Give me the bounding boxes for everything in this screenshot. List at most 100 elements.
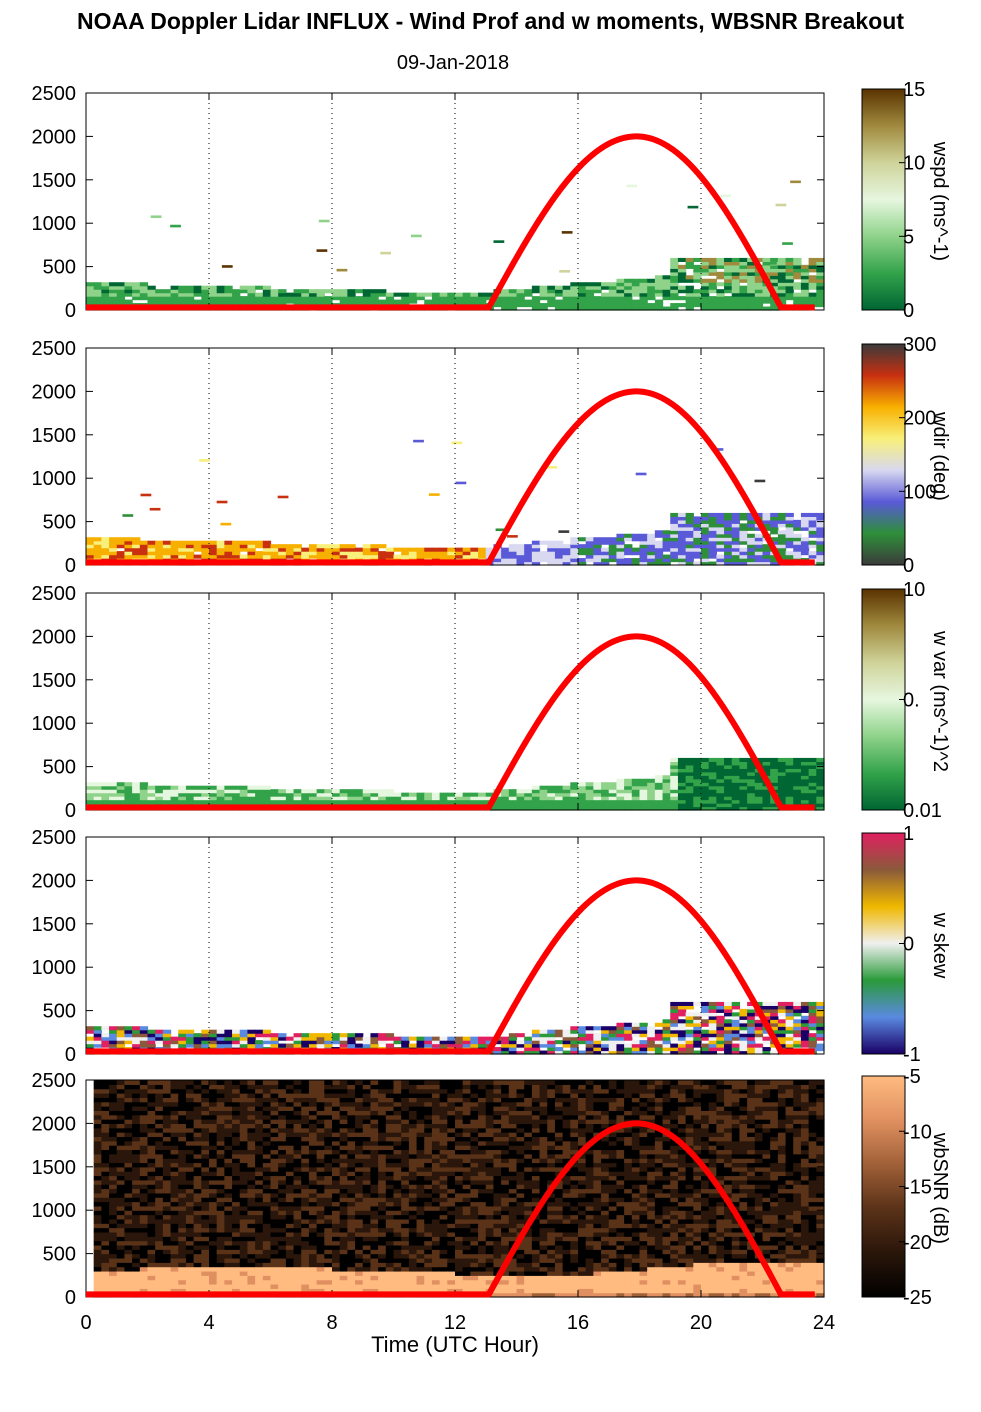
heatmap-cell bbox=[255, 1288, 264, 1294]
heatmap-cell bbox=[124, 540, 133, 545]
heatmap-cell bbox=[524, 551, 533, 556]
heatmap-cell bbox=[570, 1033, 579, 1038]
heatmap-cell bbox=[324, 1210, 333, 1216]
heatmap-cell bbox=[278, 1043, 287, 1048]
heatmap-cell bbox=[209, 1119, 218, 1124]
heatmap-cell bbox=[285, 1153, 295, 1159]
heatmap-cell bbox=[585, 558, 594, 563]
heatmap-cell bbox=[601, 547, 610, 552]
heatmap-cell bbox=[93, 1227, 102, 1233]
heatmap-cell bbox=[601, 299, 610, 304]
heatmap-cell bbox=[708, 271, 717, 276]
heatmap-cell bbox=[116, 1110, 126, 1116]
heatmap-cell bbox=[147, 299, 156, 304]
heatmap-cell bbox=[816, 1015, 825, 1020]
heatmap-cell bbox=[570, 1036, 579, 1041]
heatmap-cell bbox=[155, 1158, 164, 1164]
heatmap-cell bbox=[116, 1223, 126, 1229]
heatmap-cell bbox=[739, 530, 748, 535]
heatmap-cell bbox=[716, 561, 725, 566]
heatmap-cell bbox=[270, 789, 279, 794]
heatmap-cell bbox=[570, 289, 579, 294]
heatmap-cell bbox=[262, 285, 272, 290]
heatmap-cell bbox=[124, 1236, 133, 1242]
heatmap-cell bbox=[93, 1188, 102, 1194]
heatmap-cell bbox=[116, 1275, 126, 1281]
heatmap-cell bbox=[247, 1210, 256, 1216]
heatmap-cell bbox=[754, 1015, 764, 1020]
heatmap-cell bbox=[124, 1184, 133, 1190]
heatmap-cell bbox=[570, 1043, 579, 1048]
heatmap-cell bbox=[393, 547, 402, 552]
heatmap-cell bbox=[132, 1236, 141, 1242]
heatmap-cell bbox=[654, 1022, 664, 1027]
heatmap-cell bbox=[293, 551, 302, 556]
heatmap-cell bbox=[216, 1097, 225, 1103]
heatmap-cell bbox=[155, 1231, 164, 1237]
heatmap-cell bbox=[201, 1101, 210, 1107]
heatmap-cell bbox=[185, 1201, 195, 1207]
heatmap-cell bbox=[800, 512, 810, 517]
heatmap-cell bbox=[262, 1110, 272, 1116]
heatmap-cell bbox=[332, 1119, 341, 1124]
heatmap-cell bbox=[739, 278, 748, 283]
heatmap-cell bbox=[601, 792, 610, 797]
heatmap-cell bbox=[785, 516, 794, 521]
heatmap-cell bbox=[316, 1188, 325, 1194]
heatmap-cell bbox=[116, 1036, 126, 1041]
heatmap-cell bbox=[562, 799, 571, 804]
heatmap-cell bbox=[431, 792, 441, 797]
heatmap-cell bbox=[147, 1132, 156, 1138]
heatmap-cell bbox=[270, 1253, 279, 1259]
heatmap-cell bbox=[370, 551, 379, 556]
heatmap-cell bbox=[262, 1270, 272, 1276]
heatmap-cell bbox=[301, 1080, 310, 1085]
heatmap-cell bbox=[101, 1132, 110, 1138]
heatmap-cell bbox=[209, 1192, 218, 1198]
heatmap-cell bbox=[631, 1047, 641, 1052]
heatmap-cell bbox=[662, 275, 671, 280]
heatmap-cell bbox=[93, 1279, 102, 1285]
heatmap-cell bbox=[239, 289, 249, 294]
heatmap-cell bbox=[339, 1145, 348, 1151]
heatmap-cell bbox=[193, 1214, 202, 1220]
heatmap-cell bbox=[516, 303, 525, 308]
heatmap-cell bbox=[224, 1188, 233, 1194]
heatmap-cell bbox=[116, 1257, 126, 1263]
heatmap-cell bbox=[739, 516, 748, 521]
heatmap-cell bbox=[285, 1166, 295, 1172]
heatmap-cell bbox=[216, 1149, 225, 1155]
heatmap-cell bbox=[232, 1029, 241, 1034]
heatmap-cell bbox=[293, 1171, 302, 1177]
heatmap-cell bbox=[178, 1244, 187, 1250]
heatmap-cell bbox=[631, 561, 641, 566]
heatmap-cell bbox=[716, 764, 725, 769]
heatmap-cell bbox=[747, 278, 756, 283]
heatmap-cell bbox=[747, 296, 756, 301]
heatmap-cell bbox=[170, 799, 179, 804]
heatmap-cell bbox=[132, 1179, 141, 1185]
heatmap-cell bbox=[355, 1036, 364, 1041]
heatmap-cell bbox=[670, 1019, 679, 1024]
heatmap-cell bbox=[185, 1257, 195, 1263]
heatmap-cell bbox=[185, 1080, 195, 1085]
heatmap-cell bbox=[293, 1106, 302, 1111]
heatmap-cell bbox=[754, 806, 764, 811]
heatmap-cell bbox=[693, 803, 702, 808]
heatmap-cell bbox=[539, 558, 548, 563]
heatmap-cell bbox=[255, 1236, 264, 1242]
heatmap-cell bbox=[677, 806, 687, 811]
heatmap-cell bbox=[216, 1262, 225, 1268]
heatmap-cell bbox=[124, 1283, 133, 1289]
heatmap-cell bbox=[178, 1166, 187, 1172]
heatmap-cell bbox=[239, 1184, 249, 1190]
heatmap-cell bbox=[677, 778, 687, 783]
heatmap-cell bbox=[193, 1080, 202, 1085]
heatmap-cell bbox=[708, 757, 717, 762]
heatmap-cell bbox=[193, 1223, 202, 1229]
heatmap-cell bbox=[731, 1029, 741, 1034]
heatmap-cell bbox=[585, 282, 594, 287]
heatmap-cell bbox=[647, 292, 656, 297]
heatmap-cell bbox=[608, 547, 618, 552]
heatmap-cell bbox=[531, 1033, 541, 1038]
